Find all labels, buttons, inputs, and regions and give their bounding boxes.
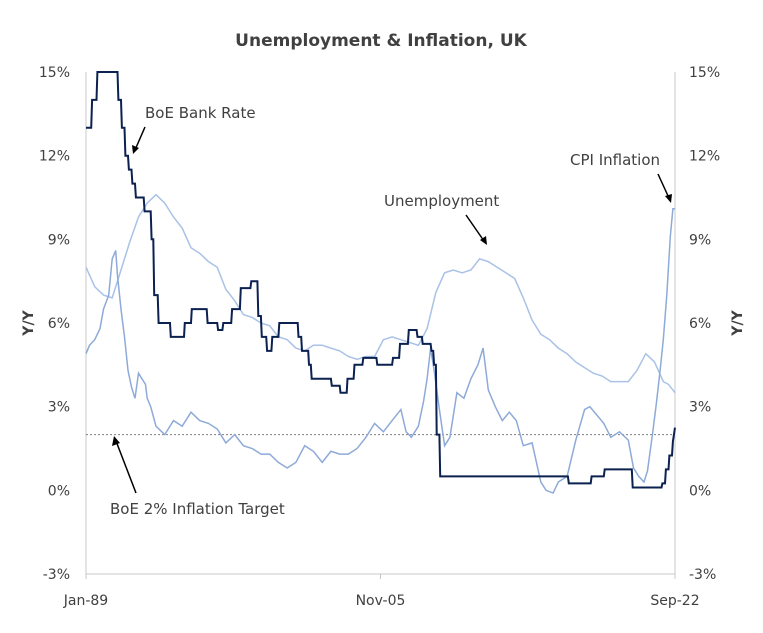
series-line-boe-bank-rate (86, 71, 676, 489)
annotation-inflation-target: BoE 2% Inflation Target (110, 500, 285, 518)
y-tick-label-left: 9% (48, 232, 70, 248)
annotation-arrow-bank-rate (134, 126, 146, 151)
y-axis-label-right: Y/Y (730, 309, 746, 336)
y-tick-label-left: 15% (39, 65, 70, 81)
annotation-arrow-inflation-target (115, 440, 137, 494)
y-tick-label-left: -3% (43, 567, 70, 583)
y-tick-label-right: 15% (689, 65, 720, 81)
x-tick-label: Jan-89 (63, 593, 108, 609)
annotation-bank-rate: BoE Bank Rate (145, 104, 256, 122)
y-tick-label-left: 3% (48, 400, 70, 416)
y-tick-label-right: 9% (689, 232, 711, 248)
y-tick-label-left: 6% (48, 316, 70, 332)
y-tick-label-right: 12% (689, 149, 720, 165)
series-line-unemployment (85, 193, 676, 394)
annotation-arrowhead-bank-rate (132, 145, 139, 154)
annotation-arrow-cpi (657, 173, 670, 199)
annotation-arrowhead-unemployment (480, 236, 487, 245)
x-tick-label: Nov-05 (356, 593, 406, 609)
y-tick-label-right: 0% (689, 483, 711, 499)
y-axis-label-left: Y/Y (21, 309, 37, 336)
annotation-arrowhead-inflation-target (112, 436, 120, 446)
annotation-arrow-unemployment (465, 214, 485, 242)
x-tick-label: Sep-22 (650, 593, 699, 609)
x-tick-labels: Jan-89 Nov-05 Sep-22 (63, 574, 700, 609)
y-tick-label-left: 0% (48, 483, 70, 499)
annotation-cpi: CPI Inflation (570, 151, 660, 169)
series-line-cpi-inflation (85, 207, 675, 495)
y-tick-labels-right: -3% 0% 3% 6% 9% 12% 15% (689, 65, 720, 583)
y-tick-label-right: -3% (689, 567, 716, 583)
y-tick-label-right: 3% (689, 400, 711, 416)
annotation-arrowhead-cpi (665, 194, 672, 203)
chart-title: Unemployment & Inflation, UK (235, 31, 527, 51)
annotation-unemployment: Unemployment (384, 192, 499, 210)
y-tick-label-right: 6% (689, 316, 711, 332)
y-tick-labels-left: -3% 0% 3% 6% 9% 12% 15% (39, 65, 70, 583)
y-tick-label-left: 12% (39, 149, 70, 165)
